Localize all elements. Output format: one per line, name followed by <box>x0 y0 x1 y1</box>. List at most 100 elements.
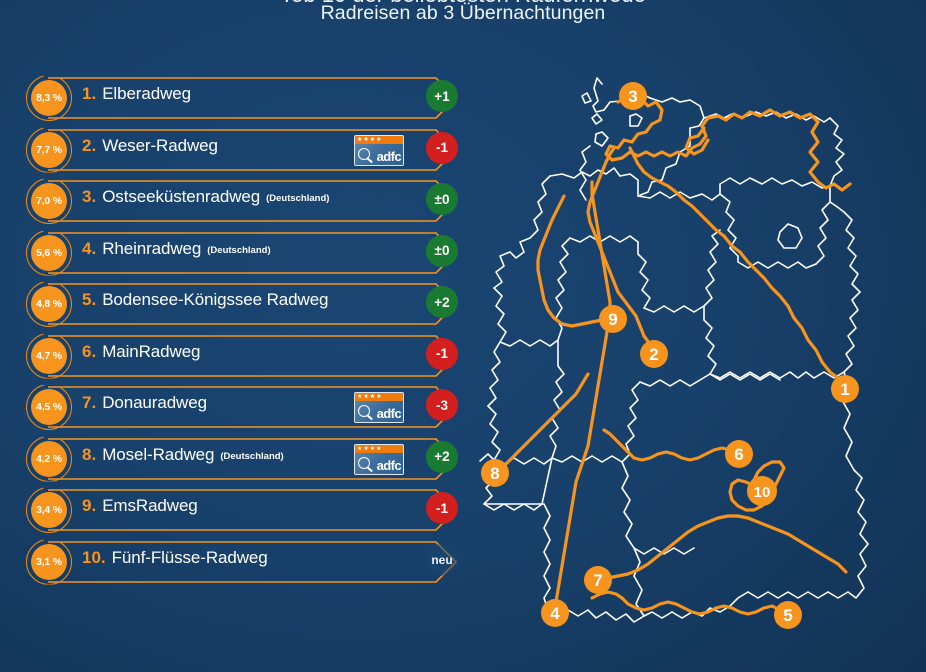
percentage-value: 4,5 % <box>36 401 62 413</box>
rank-number: 6. <box>82 341 97 361</box>
adfc-body: adfc <box>355 143 403 165</box>
route-elberadweg <box>628 146 847 391</box>
map-marker-circle[interactable] <box>831 375 859 403</box>
percentage-circle: 7,0 % <box>31 183 67 219</box>
adfc-stars: ★ ★ ★ ★ <box>355 135 403 144</box>
map-marker-circle[interactable] <box>541 599 569 627</box>
star-icon: ★ <box>376 136 382 143</box>
percentage-indicator: 4,7 % <box>26 332 78 379</box>
percentage-value: 4,2 % <box>36 452 62 465</box>
percentage-indicator: 8,3 % <box>26 75 78 121</box>
route-label: 10. Fünf-Flüsse-Radweg <box>82 548 268 568</box>
rank-change-badge: -3 <box>426 389 458 421</box>
adfc-wordmark: adfc <box>376 406 402 421</box>
ranking-row[interactable]: 4,7 % 6. MainRadweg -1 <box>0 330 470 382</box>
route-rheinradweg <box>553 180 612 615</box>
percentage-value: 5,6 % <box>36 246 62 259</box>
percentage-value: 7,0 % <box>36 195 62 207</box>
percentage-value: 4,8 % <box>36 298 62 310</box>
percentage-indicator: 7,7 % <box>26 126 78 173</box>
adfc-stars: ★ ★ ★ ★ <box>355 444 403 453</box>
map-marker-label: 2 <box>649 345 658 364</box>
ranking-row[interactable]: 3,1 % 10. Fünf-Flüsse-Radweg neu <box>0 536 470 588</box>
percentage-indicator: 4,5 % <box>26 384 78 430</box>
map-marker-label: 5 <box>783 606 792 625</box>
ranking-row[interactable]: 7,0 % 3. Ostseeküstenradweg (Deutschland) ±0 <box>0 175 470 227</box>
map-marker-label: 6 <box>734 445 743 464</box>
map-marker-circle[interactable] <box>640 340 668 368</box>
map-marker-circle[interactable] <box>747 476 777 506</box>
route-label: 1. Elberadweg <box>82 84 191 104</box>
star-icon: ★ <box>369 445 376 452</box>
route-name: Ostseeküstenradweg <box>102 187 261 206</box>
rank-change-badge: +1 <box>426 80 458 112</box>
route-label: 7. Donauradweg <box>82 393 207 413</box>
cycle-routes <box>493 94 852 617</box>
percentage-circle: 4,8 % <box>31 286 67 322</box>
route-country-suffix: (Deutschland) <box>220 450 284 462</box>
rank-number: 7. <box>82 393 97 412</box>
ranking-row[interactable]: 4,2 % 8. Mosel-Radweg (Deutschland) ★ ★ ★ ★ adfc… <box>0 433 470 485</box>
percentage-circle: 4,2 % <box>31 440 67 477</box>
adfc-body: adfc <box>355 452 403 474</box>
map-marker-circle[interactable] <box>774 601 802 629</box>
percentage-value: 8,3 % <box>36 92 62 104</box>
ranking-row[interactable]: 4,5 % 7. Donauradweg ★ ★ ★ ★ adfc -3 <box>0 381 470 433</box>
adfc-quality-badge-icon: ★ ★ ★ ★ adfc <box>354 392 404 423</box>
star-icon: ★ <box>376 394 382 400</box>
rank-change-badge: +2 <box>426 286 458 318</box>
route-name: Fünf-Flüsse-Radweg <box>111 547 268 567</box>
route-label: 2. Weser-Radweg <box>82 136 218 156</box>
map-marker-label: 3 <box>628 87 637 106</box>
adfc-wordmark: adfc <box>376 457 402 473</box>
map-marker-label: 9 <box>608 310 617 329</box>
map-markers: 1 2 3 4 5 6 7 8 9 10 <box>481 82 859 629</box>
credit-holder: ADFC/april agentur <box>898 474 920 664</box>
percentage-indicator: 4,8 % <box>26 281 78 327</box>
ranking-row[interactable]: 4,8 % 5. Bodensee-Königssee Radweg +2 <box>0 278 470 330</box>
percentage-value: 7,7 % <box>36 143 62 156</box>
headline-clipped: Top 10 der beliebtesten Radfernwege <box>0 0 926 2</box>
map-marker-circle[interactable] <box>725 440 753 468</box>
route-label: 4. Rheinradweg (Deutschland) <box>82 239 271 259</box>
rank-change-badge: +2 <box>426 440 458 473</box>
route-country-suffix: (Deutschland) <box>207 244 271 256</box>
route-name: MainRadweg <box>102 341 201 361</box>
star-icon: ★ <box>376 445 382 452</box>
percentage-circle: 3,1 % <box>31 543 67 580</box>
percentage-circle: 5,6 % <box>31 234 67 271</box>
ranking-row[interactable]: 8,3 % 1. Elberadweg +1 <box>0 72 470 124</box>
route-name: Rheinradweg <box>102 238 202 258</box>
star-icon: ★ <box>357 136 363 143</box>
magnifier-icon <box>358 405 370 417</box>
star-icon: ★ <box>363 445 369 452</box>
map-marker-circle[interactable] <box>599 305 627 333</box>
route-label: 5. Bodensee-Königssee Radweg <box>82 290 329 310</box>
rank-number: 8. <box>82 444 97 464</box>
adfc-wordmark: adfc <box>376 148 402 164</box>
ranking-row[interactable]: 7,7 % 2. Weser-Radweg ★ ★ ★ ★ adfc -1 <box>0 124 470 176</box>
rank-number: 9. <box>82 496 97 515</box>
map-marker-circle[interactable] <box>584 566 612 594</box>
rank-change-badge: ±0 <box>426 183 458 215</box>
route-emsradweg <box>536 194 615 328</box>
adfc-quality-badge-icon: ★ ★ ★ ★ adfc <box>354 443 404 475</box>
route-name: Mosel-Radweg <box>102 444 215 464</box>
percentage-circle: 7,7 % <box>31 131 67 168</box>
map-marker-label: 8 <box>490 464 499 483</box>
rank-number: 5. <box>82 290 97 309</box>
ranking-row[interactable]: 3,4 % 9. EmsRadweg -1 <box>0 484 470 536</box>
adfc-quality-badge-icon: ★ ★ ★ ★ adfc <box>354 134 404 166</box>
map-marker-circle[interactable] <box>619 82 647 110</box>
percentage-indicator: 3,4 % <box>26 487 78 533</box>
map-marker-circle[interactable] <box>481 459 509 487</box>
ranking-row[interactable]: 5,6 % 4. Rheinradweg (Deutschland) ±0 <box>0 227 470 279</box>
percentage-indicator: 3,1 % <box>26 538 78 585</box>
ranking-list: 8,3 % 1. Elberadweg +1 7,7 % 2. Weser-Radweg ★ ★… <box>0 72 470 602</box>
map-marker-label: 4 <box>550 604 560 623</box>
percentage-value: 3,1 % <box>36 555 62 568</box>
map-marker-label: 10 <box>754 484 771 501</box>
route-label: 9. EmsRadweg <box>82 496 198 516</box>
adfc-stars: ★ ★ ★ ★ <box>355 393 403 401</box>
